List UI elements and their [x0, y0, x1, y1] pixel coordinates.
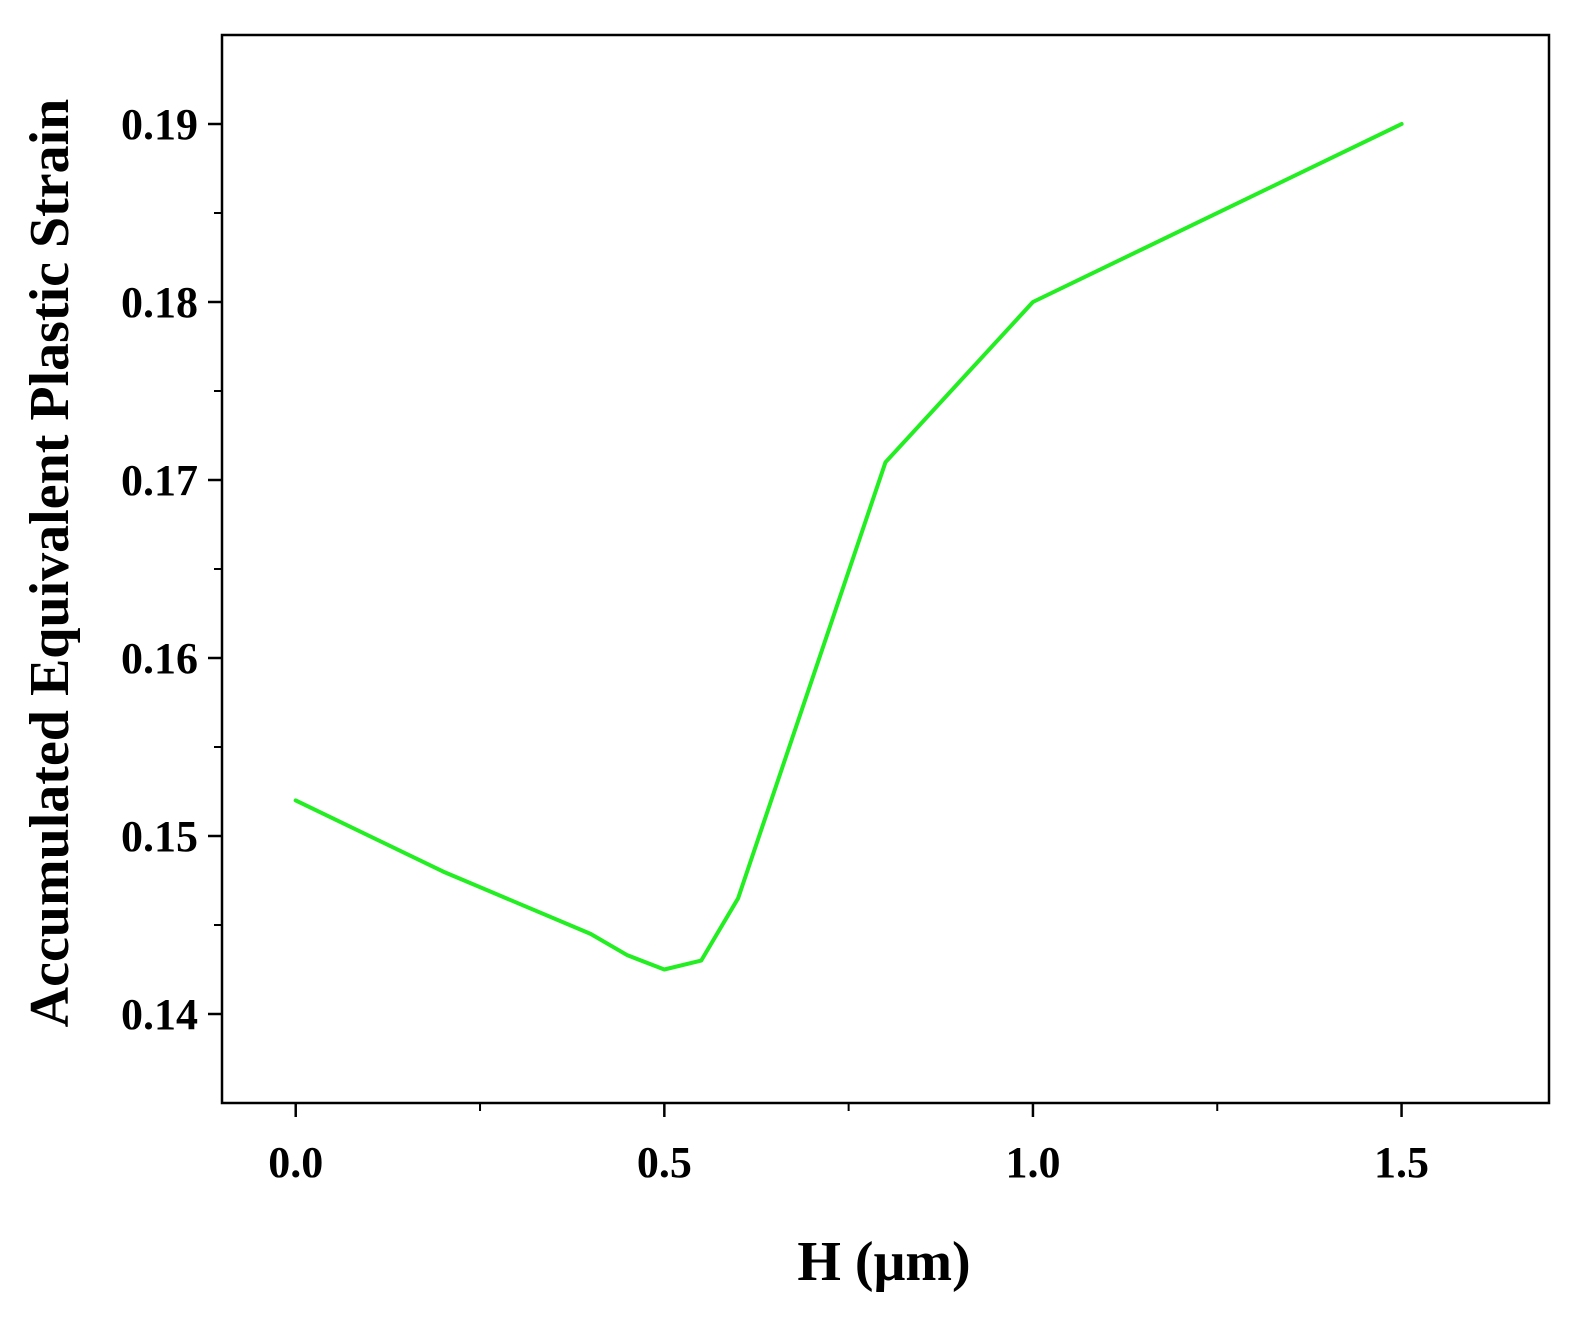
x-tick-label: 0.0 [268, 1138, 323, 1187]
plot-frame [220, 33, 1551, 1105]
x-tick-label: 1.5 [1374, 1138, 1429, 1187]
y-tick-label: 0.18 [121, 278, 198, 327]
x-axis-title: H (μm) [797, 1231, 970, 1293]
y-axis: 0.14 0.15 0.16 0.17 0.18 0.19 [121, 100, 222, 1039]
x-tick-label: 1.0 [1005, 1138, 1060, 1187]
x-tick-label: 0.5 [637, 1138, 692, 1187]
y-tick-label: 0.16 [121, 634, 198, 683]
x-axis: 0.0 0.5 1.0 1.5 [268, 1103, 1429, 1187]
y-tick-label: 0.15 [121, 812, 198, 861]
y-tick-label: 0.14 [121, 990, 198, 1039]
y-axis-title: Accumulated Equivalent Plastic Strain [19, 99, 81, 1028]
y-tick-label: 0.19 [121, 100, 198, 149]
y-tick-label: 0.17 [121, 456, 198, 505]
series-layer [293, 122, 1404, 972]
series-line-0 [293, 122, 1404, 972]
plot-area [220, 33, 1551, 1105]
